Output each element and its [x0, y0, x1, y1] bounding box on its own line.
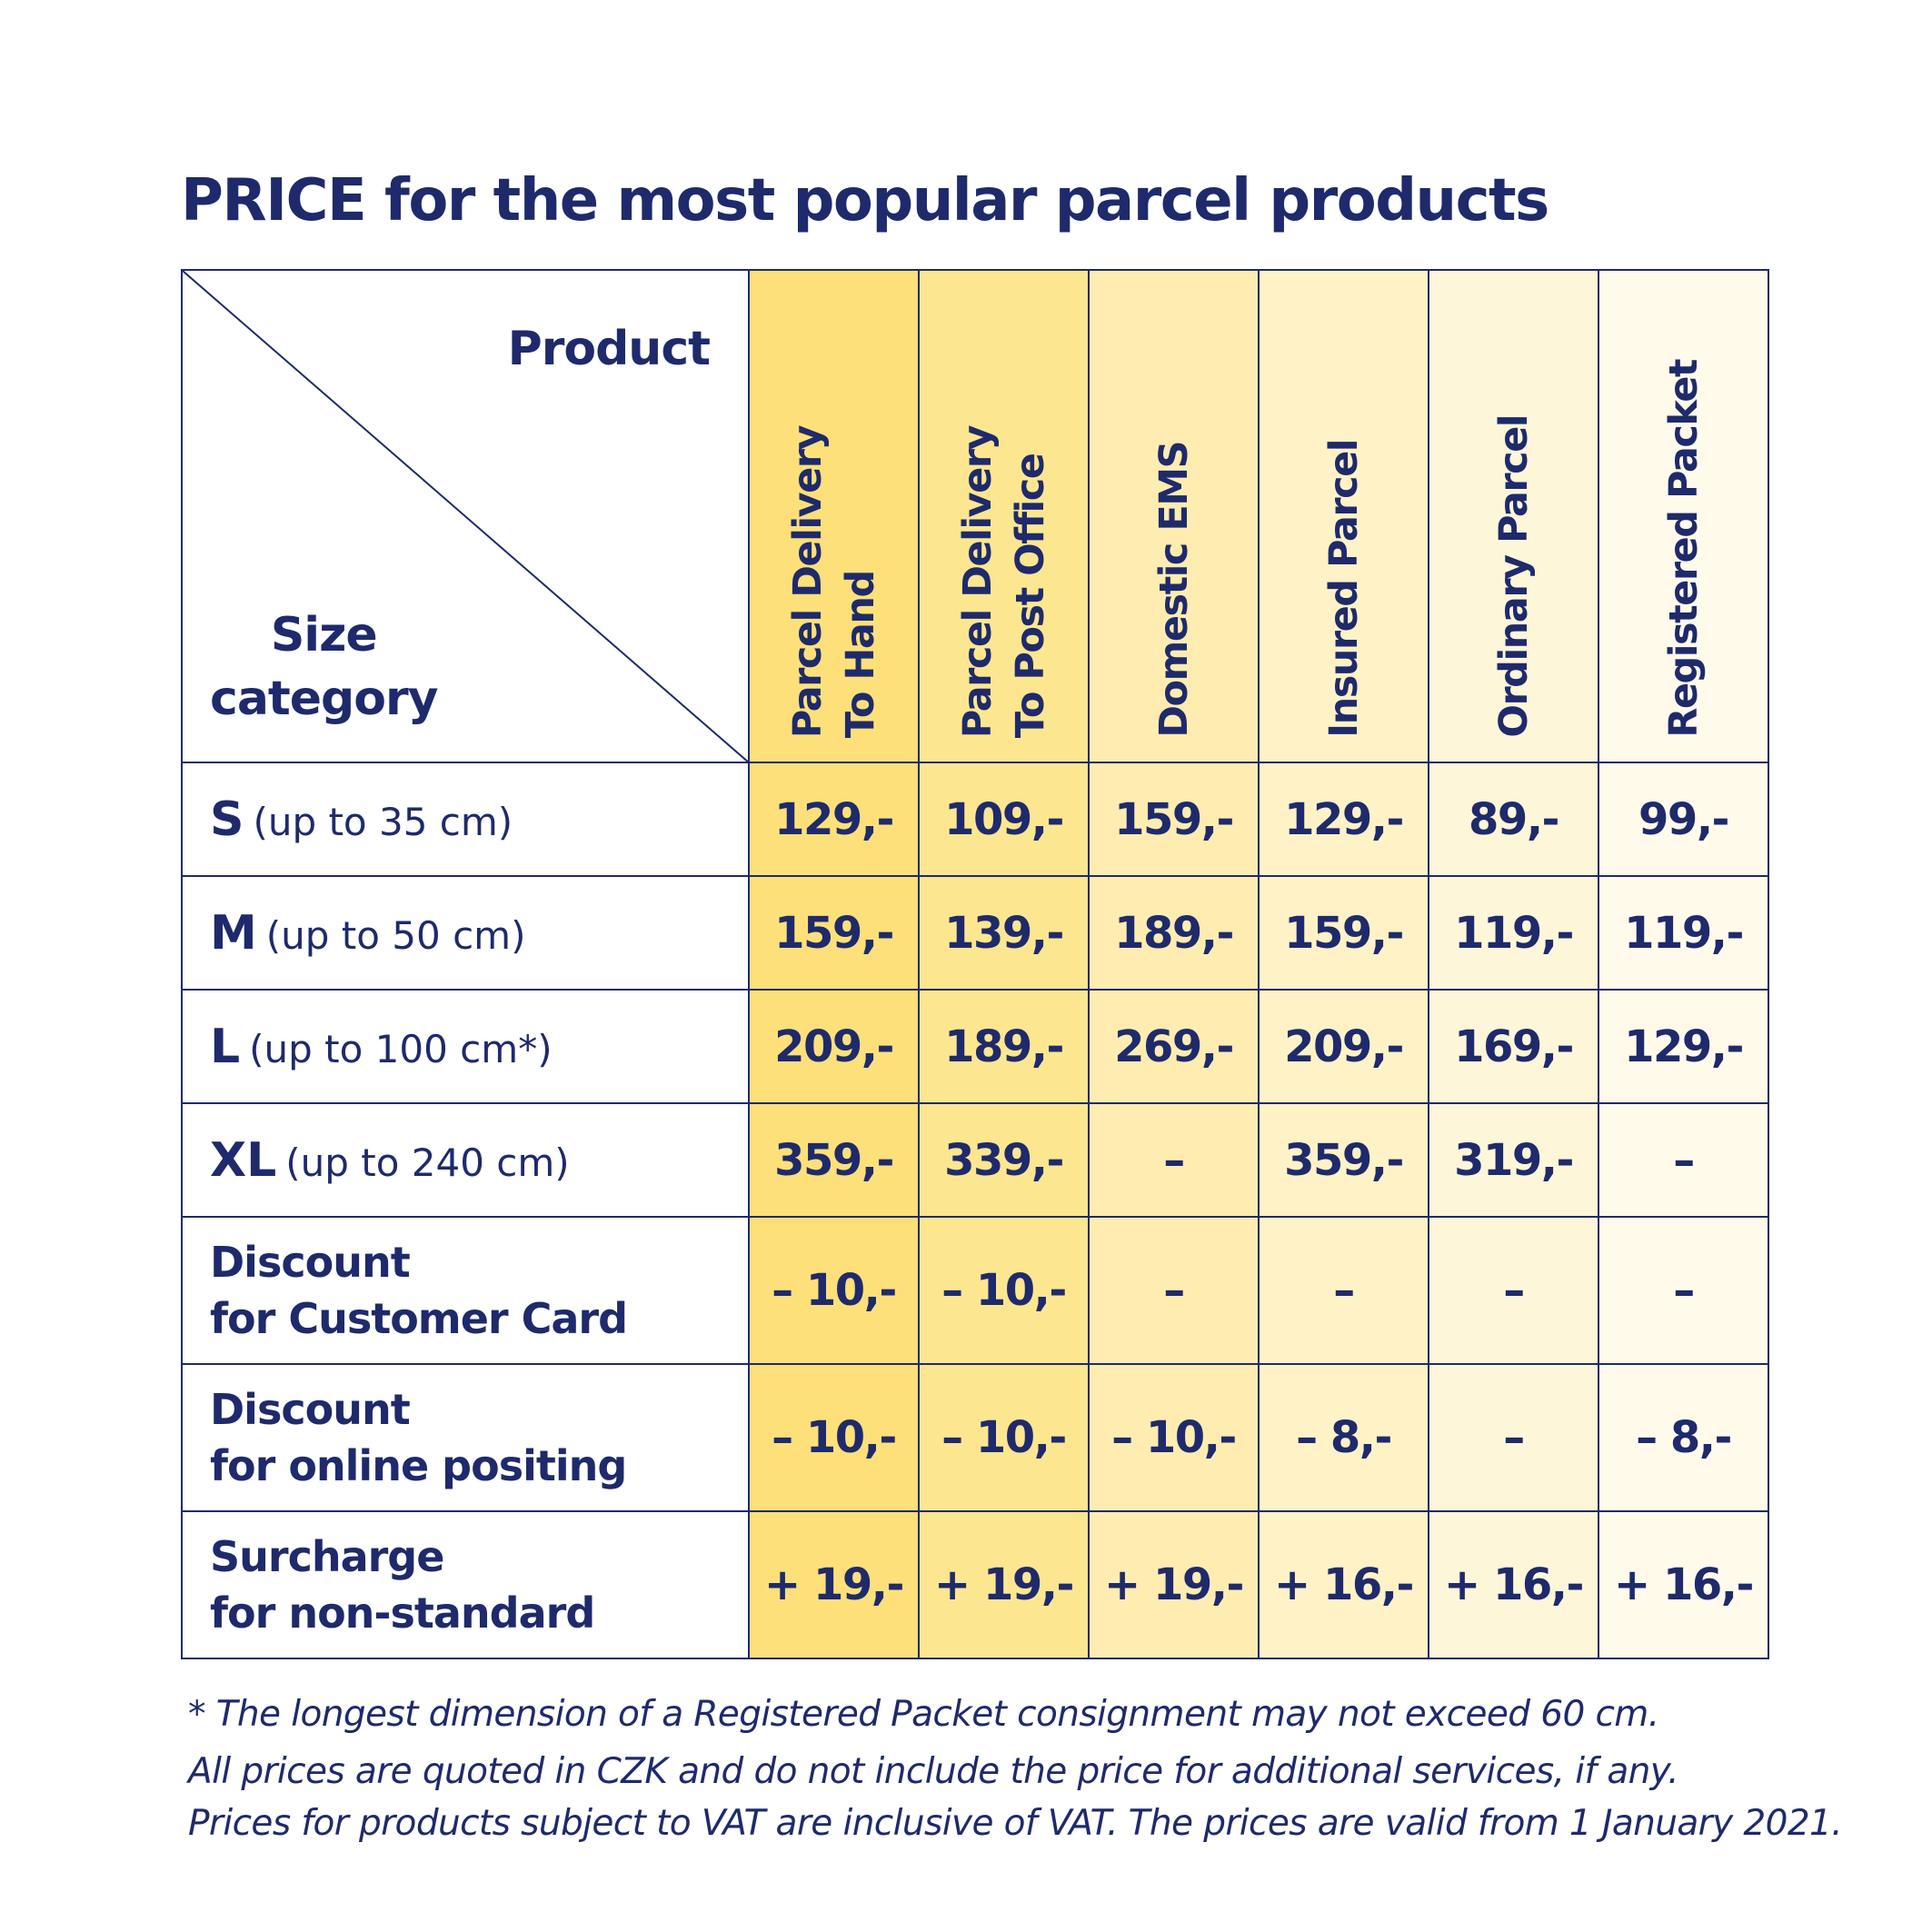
price-cell: 129,- — [1258, 762, 1429, 877]
column-header-label: Registered Packet — [1660, 360, 1707, 738]
price-cell: – 8,- — [1598, 1363, 1769, 1512]
price-cell: – — [1088, 1216, 1260, 1365]
table-row: L (up to 100 cm*) 209,- 189,- 269,- 209,-… — [181, 989, 1769, 1104]
size-axis-label: Size category — [210, 603, 439, 731]
column-header-label: Insured Parcel — [1320, 440, 1367, 738]
product-axis-label: Product — [507, 322, 711, 376]
price-cell: 119,- — [1598, 875, 1769, 991]
price-cell: 339,- — [918, 1102, 1090, 1218]
diagonal-divider — [183, 271, 750, 763]
table-row: Surcharge for non-standard + 19,- + 19,-… — [181, 1510, 1769, 1659]
column-header-label: Domestic EMS — [1150, 442, 1197, 738]
row-label: Discount for Customer Card — [181, 1216, 750, 1365]
footnote-line: Prices for products subject to VAT are i… — [188, 1803, 1843, 1844]
price-cell: – — [1258, 1216, 1429, 1365]
price-cell: 189,- — [1088, 875, 1260, 991]
price-cell: + 16,- — [1258, 1510, 1429, 1659]
price-cell: – 10,- — [918, 1216, 1090, 1365]
price-cell: + 16,- — [1428, 1510, 1599, 1659]
page-title: PRICE for the most popular parcel produc… — [181, 167, 1549, 234]
price-cell: 359,- — [748, 1102, 920, 1218]
price-cell: – 8,- — [1258, 1363, 1429, 1512]
price-cell: + 16,- — [1598, 1510, 1769, 1659]
table-row: Discount for online positing – 10,- – 10… — [181, 1363, 1769, 1512]
column-header: Insured Parcel — [1258, 269, 1429, 763]
price-cell: – 10,- — [1088, 1363, 1260, 1512]
price-cell: 159,- — [1088, 762, 1260, 877]
price-cell: 319,- — [1428, 1102, 1599, 1218]
price-cell: 159,- — [748, 875, 920, 991]
table-row: S (up to 35 cm) 129,- 109,- 159,- 129,- 8… — [181, 762, 1769, 877]
row-label: Discount for online positing — [181, 1363, 750, 1512]
price-cell: 209,- — [1258, 989, 1429, 1104]
price-cell: – — [1598, 1102, 1769, 1218]
price-cell: 109,- — [918, 762, 1090, 877]
price-cell: 129,- — [748, 762, 920, 877]
corner-cell: Product Size category — [181, 269, 750, 763]
price-cell: – 10,- — [918, 1363, 1090, 1512]
price-cell: – — [1428, 1216, 1599, 1365]
table-row: Discount for Customer Card – 10,- – 10,-… — [181, 1216, 1769, 1365]
price-cell: 99,- — [1598, 762, 1769, 877]
column-header: Parcel Delivery To Hand — [748, 269, 920, 763]
price-cell: + 19,- — [918, 1510, 1090, 1659]
price-cell: 269,- — [1088, 989, 1260, 1104]
price-cell: + 19,- — [1088, 1510, 1260, 1659]
footnote-line: All prices are quoted in CZK and do not … — [188, 1751, 1679, 1792]
footnote-asterisk: * The longest dimension of a Registered … — [188, 1694, 1659, 1735]
column-header-label: Ordinary Parcel — [1490, 415, 1537, 738]
price-cell: – — [1088, 1102, 1260, 1218]
column-header: Parcel Delivery To Post Office — [918, 269, 1090, 763]
price-cell: 189,- — [918, 989, 1090, 1104]
column-header: Domestic EMS — [1088, 269, 1260, 763]
row-label: XL (up to 240 cm) — [181, 1102, 750, 1218]
price-cell: 169,- — [1428, 989, 1599, 1104]
size-axis-label-line1: Size — [270, 608, 378, 662]
price-cell: 139,- — [918, 875, 1090, 991]
column-header: Ordinary Parcel — [1428, 269, 1599, 763]
table-row: XL (up to 240 cm) 359,- 339,- – 359,- 319… — [181, 1102, 1769, 1218]
size-axis-label-line2: category — [210, 672, 439, 726]
row-label: L (up to 100 cm*) — [181, 989, 750, 1104]
footnotes: * The longest dimension of a Registered … — [188, 1688, 1843, 1849]
column-header: Registered Packet — [1598, 269, 1769, 763]
price-cell: 119,- — [1428, 875, 1599, 991]
price-cell: 209,- — [748, 989, 920, 1104]
price-cell: – 10,- — [748, 1363, 920, 1512]
price-cell: + 19,- — [748, 1510, 920, 1659]
price-cell: 89,- — [1428, 762, 1599, 877]
price-table: Product Size category Parcel Delivery To… — [181, 269, 1769, 1659]
price-cell: – — [1598, 1216, 1769, 1365]
price-cell: – — [1428, 1363, 1599, 1512]
row-label: S (up to 35 cm) — [181, 762, 750, 877]
table-row: M (up to 50 cm) 159,- 139,- 189,- 159,- 1… — [181, 875, 1769, 991]
header-row: Product Size category Parcel Delivery To… — [181, 269, 1769, 763]
price-cell: 359,- — [1258, 1102, 1429, 1218]
row-label: Surcharge for non-standard — [181, 1510, 750, 1659]
column-header-label: Parcel Delivery To Hand — [784, 425, 883, 738]
price-cell: 129,- — [1598, 989, 1769, 1104]
row-label: M (up to 50 cm) — [181, 875, 750, 991]
column-header-label: Parcel Delivery To Post Office — [954, 425, 1053, 738]
price-cell: 159,- — [1258, 875, 1429, 991]
price-cell: – 10,- — [748, 1216, 920, 1365]
